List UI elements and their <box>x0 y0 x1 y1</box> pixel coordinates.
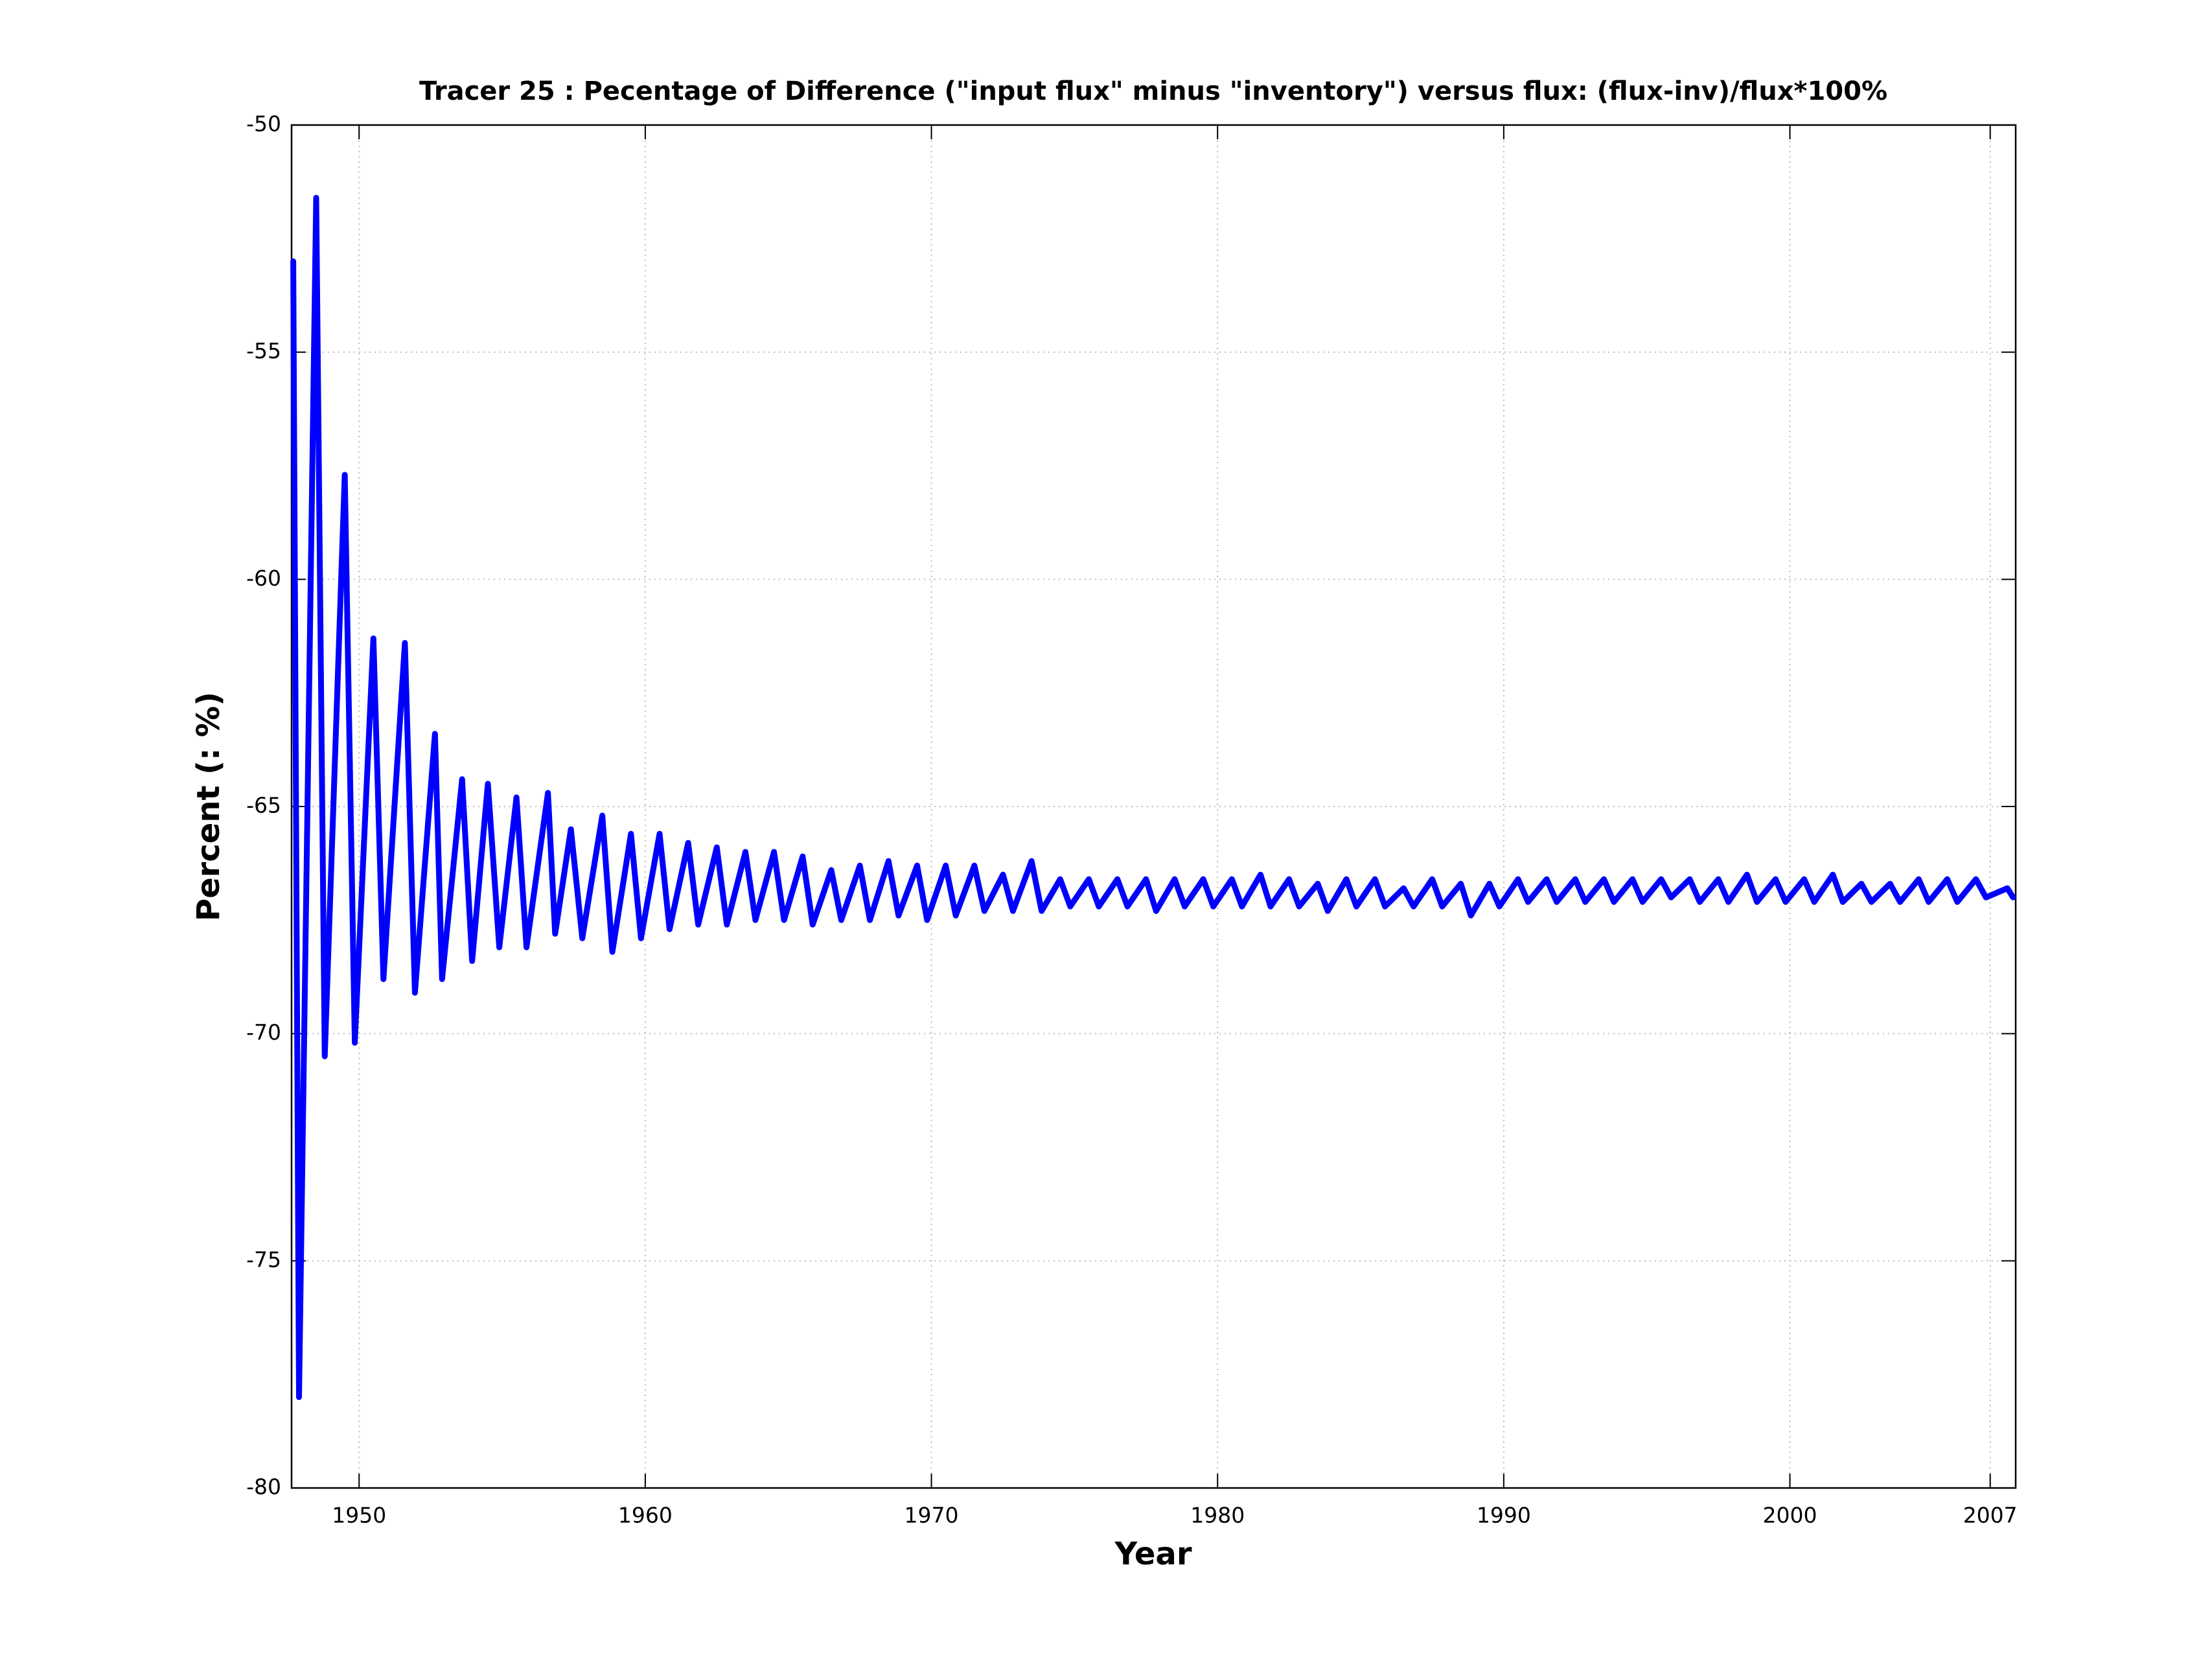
y-tick-label: -70 <box>246 1020 281 1045</box>
x-tick-label: 1980 <box>1190 1503 1245 1528</box>
x-tick-label: 1970 <box>904 1503 959 1528</box>
plot-frame <box>290 124 2017 1489</box>
data-line <box>290 194 2016 1401</box>
y-axis-label: Percent (: %) <box>190 692 227 921</box>
y-tick-label: -50 <box>246 111 281 137</box>
y-tick-label: -80 <box>246 1474 281 1500</box>
x-tick-label: 1960 <box>618 1503 673 1528</box>
x-axis-label: Year <box>1114 1536 1192 1572</box>
y-tick-label: -55 <box>246 338 281 363</box>
y-tick-label: -60 <box>246 566 281 591</box>
chart-title: Tracer 25 : Pecentage of Difference ("in… <box>419 76 1887 106</box>
y-tick-label: -65 <box>246 793 281 818</box>
x-tick-label: 1950 <box>332 1503 386 1528</box>
y-tick-label: -75 <box>246 1247 281 1272</box>
x-tick-label: 1990 <box>1477 1503 1531 1528</box>
x-tick-label: 2007 <box>1963 1503 2018 1528</box>
x-tick-label: 2000 <box>1763 1503 1817 1528</box>
